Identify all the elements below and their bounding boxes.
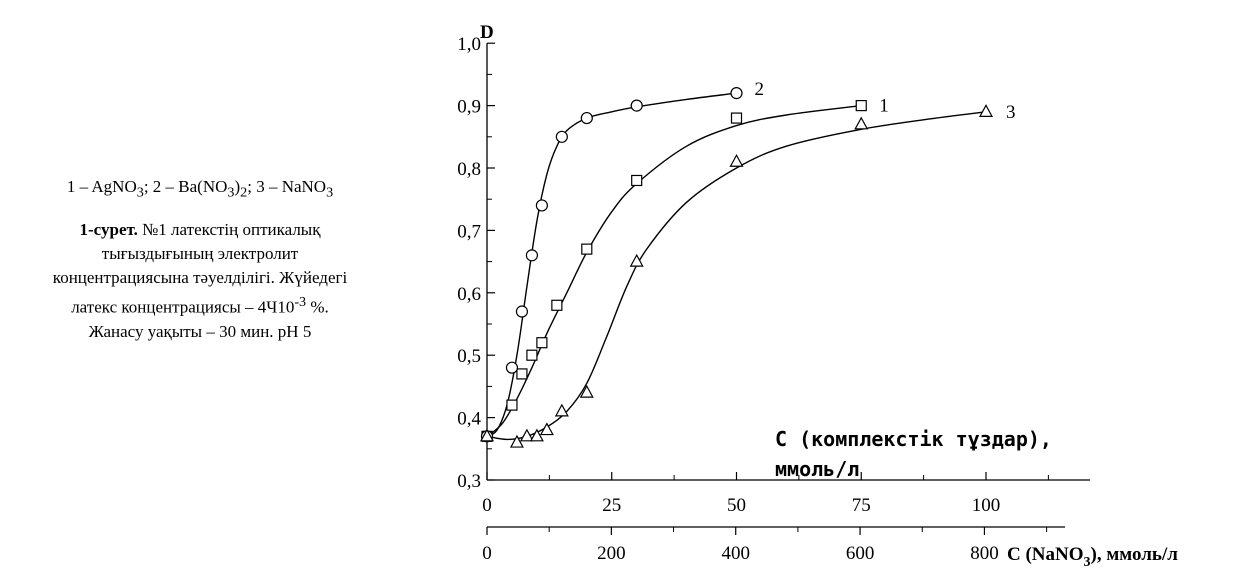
x-top-tick-label: 75 [852,495,871,516]
series-1-point [855,99,867,112]
series-2-point [555,130,568,143]
series-1-point [526,349,538,361]
figure-caption: 1 – AgNO3; 2 – Ba(NO3)2; 3 – NaNO3 1-сур… [0,175,400,344]
y-tick-label: 0,5 [457,346,481,367]
series-1-point [516,368,528,380]
x-bottom-tick-label: 0 [482,543,492,564]
curves [486,92,987,441]
series-1-point [631,174,643,187]
x-bottom-label-sub: 3 [1084,555,1091,570]
figure-text-1: №1 латекстің оптикалық тығыздығының элек… [52,220,348,318]
series-1-point [581,243,593,255]
markers [479,87,994,448]
series-2-point [535,199,548,212]
x-top-axis-label-line2: ммоль/л [775,457,859,481]
series-1-point [730,112,743,124]
series-2-point [580,111,593,125]
axis-text: 0,3 0,4 0,5 0,6 0,7 0,8 0,9 1,0D 0 25 50 75 100 C (ко… [457,22,1178,570]
legend-text: 1 – AgNO3; 2 – Ba(NO3)2; 3 – NaNO3 [0,175,400,204]
figure-text-2: %. Жанасу уақыты – 30 мин. pH 5 [88,298,329,342]
series-3-point [479,428,495,442]
series-3-label: 3 [1006,102,1016,123]
legend-subscript: 3 [326,184,334,201]
series-3-curve [486,111,987,441]
series-2-point [630,99,643,112]
axes [486,42,1090,535]
legend-part: ; 2 – Ba(NO [143,177,228,196]
series-3-point [509,434,524,448]
series-3-point [579,384,594,398]
x-top-tick-label: 50 [727,495,746,516]
y-tick-label: 0,4 [457,409,481,430]
series-2-label: 2 [755,79,765,100]
y-tick-label: 0,7 [457,221,481,242]
series-3-point [629,253,644,267]
series-1-point [506,399,518,411]
series-2-point [515,305,529,318]
series-2-point [525,249,539,262]
y-axis-label: D [480,22,494,43]
y-tick-label: 1,0 [457,34,481,55]
legend-part: ; 3 – NaNO [247,177,327,196]
series-1-label: 1 [879,96,889,117]
x-bottom-tick-label: 200 [597,543,626,564]
x-bottom-label-end: ), ммоль/л [1091,544,1179,565]
y-tick-label: 0,3 [457,471,481,492]
series-3-point [729,154,744,167]
x-bottom-tick-label: 800 [970,543,999,564]
series-3-point [519,428,534,442]
x-top-tick-label: 25 [602,495,621,516]
series-3-point [554,403,569,417]
x-bottom-label-main: C (NaNO [1007,544,1084,565]
series-1-point [536,337,548,349]
legend-subscript: 3 [136,184,144,201]
x-top-tick-label: 100 [972,495,1001,516]
caption-text: 1-сурет. №1 латекстің оптикалық тығыздығ… [50,218,350,344]
x-bottom-tick-label: 400 [721,543,750,564]
figure-label: 1-сурет. [79,220,138,240]
y-tick-label: 0,6 [457,284,481,305]
x-bottom-axis-label: C (NaNO3), ммоль/л [1007,544,1178,570]
legend-part: 1 – AgNO [66,177,137,196]
x-bottom-tick-label: 600 [846,543,875,564]
series-2-point [505,361,519,374]
legend-subscript: 2 [240,184,248,201]
series-1-curve [486,104,862,437]
x-top-tick-label: 0 [482,495,492,516]
figure-exponent: -3 [294,294,307,311]
legend-part: ) [234,177,241,196]
series-3-point [978,104,994,117]
y-tick-label: 0,9 [457,97,481,118]
x-top-axis-label-line1: C (комплекстік тұздар), [775,427,1052,451]
series-1-point [551,299,563,311]
series-2-point [730,87,743,100]
legend-subscript: 3 [227,184,235,201]
series-3-point [854,116,869,130]
y-tick-label: 0,8 [457,159,481,180]
series-3-point [529,428,544,442]
series-3-point [539,422,554,436]
